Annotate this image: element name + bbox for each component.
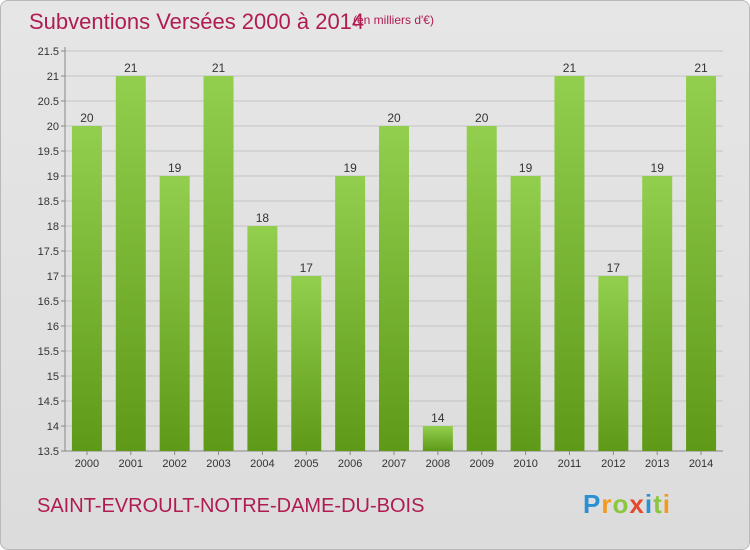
bar: [642, 176, 673, 451]
data-label: 20: [80, 111, 94, 125]
y-tick-label: 18: [47, 221, 59, 233]
y-tick-label: 16: [47, 321, 59, 333]
data-label: 17: [300, 261, 314, 275]
x-tick-label: 2000: [75, 458, 99, 470]
bar: [379, 126, 409, 451]
y-tick-label: 14: [47, 421, 59, 433]
bar: [203, 76, 234, 451]
x-tick-label: 2008: [426, 458, 450, 470]
y-tick-label: 21.5: [38, 46, 59, 58]
bar: [686, 76, 717, 451]
y-tick-label: 17: [47, 271, 59, 283]
x-tick-label: 2003: [206, 458, 230, 470]
x-tick-label: 2007: [382, 458, 406, 470]
x-tick-label: 2014: [689, 458, 713, 470]
data-label: 21: [212, 61, 226, 75]
y-tick-label: 20: [47, 121, 59, 133]
bar: [71, 126, 102, 451]
x-tick-label: 2009: [469, 458, 493, 470]
labels: 20 21 19 21 18 17 19 20 14 20 19 21 17 19 21: [80, 61, 708, 425]
y-tick-label: 19: [47, 171, 59, 183]
data-label: 21: [124, 61, 138, 75]
x-tick-label: 2010: [513, 458, 537, 470]
bar: [247, 226, 278, 451]
bar: [291, 276, 322, 451]
x-tick-label: 2004: [250, 458, 274, 470]
bar: [466, 126, 497, 451]
data-label: 20: [475, 111, 489, 125]
data-label: 19: [519, 161, 533, 175]
x-tick-label: 2001: [119, 458, 143, 470]
bar: [159, 176, 190, 451]
data-label: 20: [387, 111, 401, 125]
data-label: 21: [694, 61, 708, 75]
commune-name: SAINT-EVROULT-NOTRE-DAME-DU-BOIS: [37, 495, 425, 517]
bar: [510, 176, 541, 451]
x-tick-label: 2012: [601, 458, 625, 470]
proxiti-logo: Proxiti: [583, 489, 671, 519]
chart-title: Subventions Versées 2000 à 2014: [29, 9, 365, 34]
y-tick-label: 15.5: [38, 346, 59, 358]
data-label: 21: [563, 61, 577, 75]
x-tick-label: 2013: [645, 458, 669, 470]
y-tick-label: 19.5: [38, 146, 59, 158]
x-tick-label: 2005: [294, 458, 318, 470]
y-tick-label: 13.5: [38, 446, 59, 458]
data-label: 19: [168, 161, 182, 175]
x-tick-label: 2011: [558, 458, 582, 470]
bars: [71, 76, 717, 451]
bar: [598, 276, 629, 451]
bar: [422, 426, 453, 451]
data-label: 19: [651, 161, 665, 175]
bar: [115, 76, 146, 451]
data-label: 18: [256, 211, 270, 225]
y-tick-label: 21: [47, 71, 59, 83]
x-tick-label: 2002: [162, 458, 186, 470]
y-tick-label: 18.5: [38, 196, 59, 208]
data-label: 19: [343, 161, 357, 175]
data-label: 14: [431, 411, 445, 425]
x-tick-label: 2006: [338, 458, 362, 470]
y-tick-label: 16.5: [38, 296, 59, 308]
chart-subtitle: (en milliers d'€): [353, 13, 434, 27]
y-tick-label: 20.5: [38, 96, 59, 108]
y-tick-label: 14.5: [38, 396, 59, 408]
y-tick-label: 17.5: [38, 246, 59, 258]
bar: [335, 176, 366, 451]
bar: [554, 76, 585, 451]
data-label: 17: [607, 261, 621, 275]
y-tick-label: 15: [47, 371, 59, 383]
